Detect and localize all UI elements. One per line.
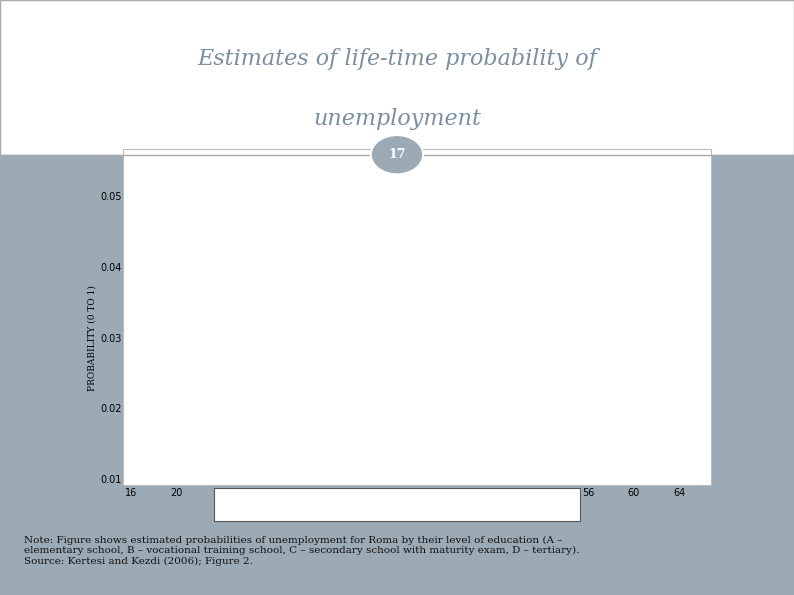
Text: B: B bbox=[320, 498, 329, 511]
Text: Estimates of life-time probability of: Estimates of life-time probability of bbox=[197, 49, 597, 70]
Text: Note: Figure shows estimated probabilities of unemployment for Roma by their lev: Note: Figure shows estimated probabiliti… bbox=[24, 536, 579, 566]
Text: D: D bbox=[499, 498, 509, 511]
Text: A: A bbox=[229, 498, 237, 511]
Text: unemployment: unemployment bbox=[313, 108, 481, 130]
Text: 17: 17 bbox=[388, 148, 406, 161]
Y-axis label: PROBABILITY (0 TO 1): PROBABILITY (0 TO 1) bbox=[87, 285, 96, 390]
X-axis label: AGE: AGE bbox=[398, 503, 424, 516]
Text: C: C bbox=[419, 498, 428, 511]
Text: Probability of registered unemployment, Hungarian Roma: Probability of registered unemployment, … bbox=[131, 180, 562, 192]
